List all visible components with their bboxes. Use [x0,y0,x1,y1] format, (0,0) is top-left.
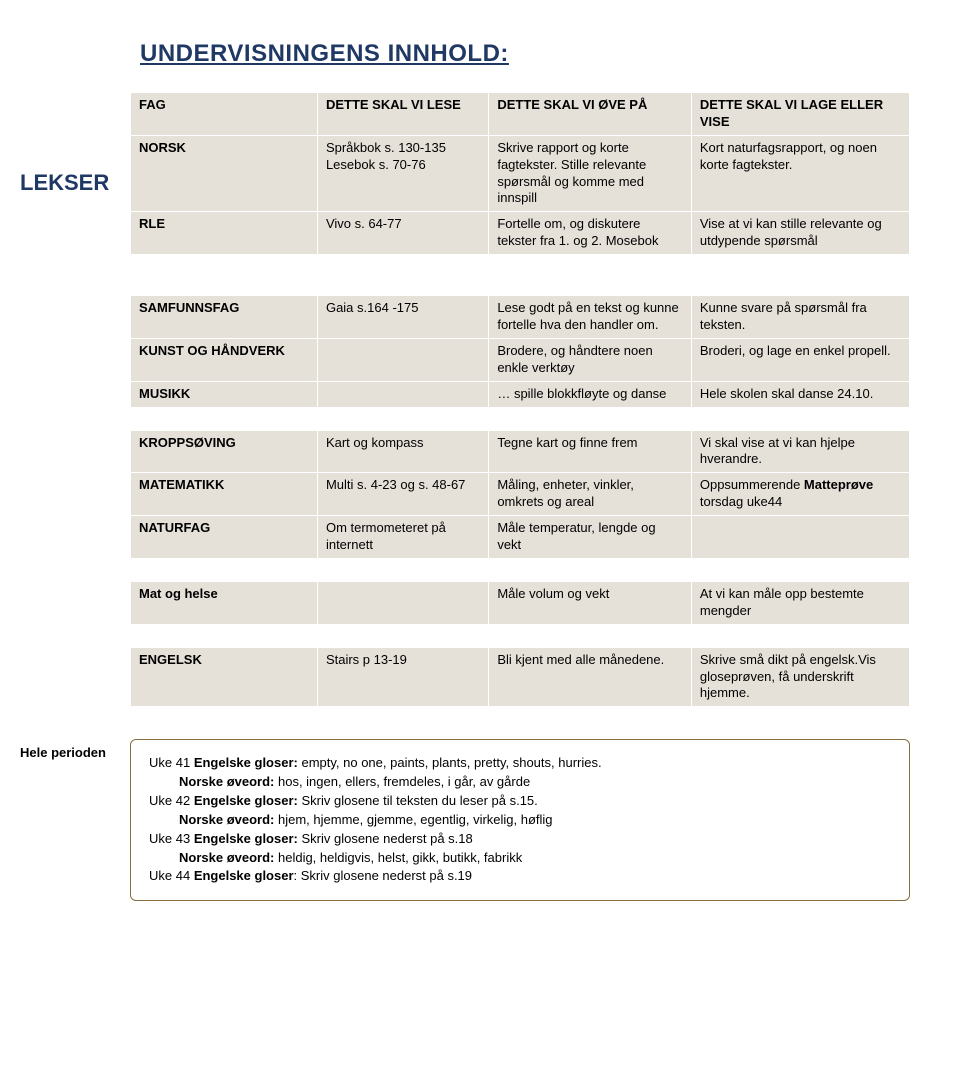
note-line: Uke 43 Engelske gloser: Skriv glosene ne… [149,830,891,849]
cell-lage: Vise at vi kan stille relevante og utdyp… [691,212,909,255]
cell-lage: Skrive små dikt på engelsk.Vis gloseprøv… [691,647,909,707]
table-row: NATURFAGOm termometeret på internettMåle… [131,516,910,559]
cell-subject: NORSK [131,135,318,212]
table-row: RLEVivo s. 64-77Fortelle om, og diskuter… [131,212,910,255]
cell-ove: Måle volum og vekt [489,581,692,624]
hele-perioden-label: Hele perioden [20,745,130,760]
table-row: Mat og helse Måle volum og vektAt vi kan … [131,581,910,624]
cell-lage [691,516,909,559]
cell-lese: Gaia s.164 -175 [317,296,488,339]
cell-ove: Måling, enheter, vinkler, omkrets og are… [489,473,692,516]
table-row: MATEMATIKKMulti s. 4-23 og s. 48-67Målin… [131,473,910,516]
cell-lese [317,338,488,381]
cell-lese: Stairs p 13-19 [317,647,488,707]
cell-ove: Måle temperatur, lengde og vekt [489,516,692,559]
cell-lese: Språkbok s. 130-135 Lesebok s. 70-76 [317,135,488,212]
table-row: KROPPSØVINGKart og kompassTegne kart og … [131,430,910,473]
cell-lage: Oppsummerende Matteprøve torsdag uke44 [691,473,909,516]
note-bold: Engelske gloser: [194,755,298,770]
table-row: ENGELSKStairs p 13-19Bli kjent med alle … [131,647,910,707]
col-fag: FAG [131,93,318,136]
cell-subject: SAMFUNNSFAG [131,296,318,339]
cell-ove: Lese godt på en tekst og kunne fortelle … [489,296,692,339]
note-bold: Norske øveord: [179,812,274,827]
note-bold: Engelske gloser: [194,793,298,808]
note-line: Norske øveord: hos, ingen, ellers, fremd… [179,773,891,792]
cell-lage: Kunne svare på spørsmål fra teksten. [691,296,909,339]
lekser-label: LEKSER [20,170,130,196]
cell-subject: KROPPSØVING [131,430,318,473]
table-2: SAMFUNNSFAGGaia s.164 -175Lese godt på e… [130,295,910,407]
cell-lese [317,381,488,407]
table-5: ENGELSKStairs p 13-19Bli kjent med alle … [130,647,910,708]
cell-ove: Tegne kart og finne frem [489,430,692,473]
table-4: Mat og helse Måle volum og vektAt vi kan … [130,581,910,625]
cell-subject: Mat og helse [131,581,318,624]
cell-lese: Vivo s. 64-77 [317,212,488,255]
col-lage: DETTE SKAL VI LAGE ELLER VISE [691,93,909,136]
cell-lage: At vi kan måle opp bestemte mengder [691,581,909,624]
cell-lese [317,581,488,624]
cell-lese: Kart og kompass [317,430,488,473]
col-lese: DETTE SKAL VI LESE [317,93,488,136]
cell-subject: MUSIKK [131,381,318,407]
table-3: KROPPSØVINGKart og kompassTegne kart og … [130,430,910,559]
cell-lage: Kort naturfagsrapport, og noen korte fag… [691,135,909,212]
cell-subject: MATEMATIKK [131,473,318,516]
note-bold: Engelske gloser [194,868,294,883]
note-bold: Norske øveord: [179,850,274,865]
table-1: FAG DETTE SKAL VI LESE DETTE SKAL VI ØVE… [130,92,910,255]
note-line: Norske øveord: hjem, hjemme, gjemme, ege… [179,811,891,830]
page-title: UNDERVISNINGENS INNHOLD: [140,40,910,68]
cell-subject: KUNST OG HÅNDVERK [131,338,318,381]
cell-subject: ENGELSK [131,647,318,707]
note-line: Uke 44 Engelske gloser: Skriv glosene ne… [149,867,891,886]
note-line: Uke 42 Engelske gloser: Skriv glosene ti… [149,792,891,811]
table-row: SAMFUNNSFAGGaia s.164 -175Lese godt på e… [131,296,910,339]
cell-ove: Brodere, og håndtere noen enkle verktøy [489,338,692,381]
cell-ove: Skrive rapport og korte fagtekster. Stil… [489,135,692,212]
cell-ove: Bli kjent med alle månedene. [489,647,692,707]
note-line: Norske øveord: heldig, heldigvis, helst,… [179,849,891,868]
notes-row: Hele perioden Uke 41 Engelske gloser: em… [20,739,910,901]
cell-lage: Vi skal vise at vi kan hjelpe hverandre. [691,430,909,473]
col-ove: DETTE SKAL VI ØVE PÅ [489,93,692,136]
table-row: KUNST OG HÅNDVERK Brodere, og håndtere no… [131,338,910,381]
cell-lese: Multi s. 4-23 og s. 48-67 [317,473,488,516]
cell-subject: NATURFAG [131,516,318,559]
cell-lage: Hele skolen skal danse 24.10. [691,381,909,407]
note-bold: Norske øveord: [179,774,274,789]
note-line: Uke 41 Engelske gloser: empty, no one, p… [149,754,891,773]
cell-ove: Fortelle om, og diskutere tekster fra 1.… [489,212,692,255]
table-row: MUSIKK … spille blokkfløyte og danseHele … [131,381,910,407]
table-row: NORSKSpråkbok s. 130-135 Lesebok s. 70-7… [131,135,910,212]
cell-subject: RLE [131,212,318,255]
main-content: LEKSER FAG DETTE SKAL VI LESE DETTE SKAL… [20,92,910,729]
cell-lage: Broderi, og lage en enkel propell. [691,338,909,381]
table-header-row: FAG DETTE SKAL VI LESE DETTE SKAL VI ØVE… [131,93,910,136]
notes-box: Uke 41 Engelske gloser: empty, no one, p… [130,739,910,901]
tables-column: FAG DETTE SKAL VI LESE DETTE SKAL VI ØVE… [130,92,910,729]
cell-ove: … spille blokkfløyte og danse [489,381,692,407]
note-bold: Engelske gloser: [194,831,298,846]
cell-lese: Om termometeret på internett [317,516,488,559]
